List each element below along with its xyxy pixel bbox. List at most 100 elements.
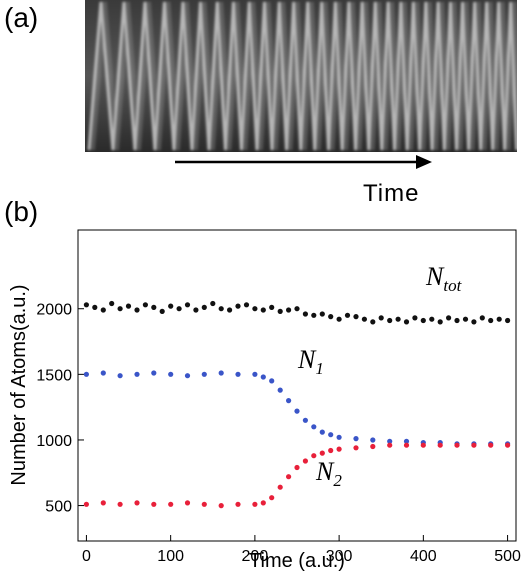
data-point xyxy=(370,319,376,325)
data-point xyxy=(227,307,233,313)
data-point xyxy=(429,316,435,322)
data-point xyxy=(269,378,275,384)
data-point xyxy=(294,464,300,471)
data-point xyxy=(269,495,275,501)
data-point xyxy=(286,398,292,404)
data-point xyxy=(319,311,325,317)
data-point xyxy=(252,306,258,312)
data-point xyxy=(437,442,443,448)
x-axis-title: Time (a.u.) xyxy=(249,550,345,572)
data-point xyxy=(243,302,250,308)
series-label-n_2: N2 xyxy=(315,457,342,490)
data-point xyxy=(311,312,317,318)
panel-a-label: (a) xyxy=(4,2,39,33)
data-point xyxy=(100,370,106,376)
time-kymograph-image xyxy=(85,0,517,152)
data-point xyxy=(134,500,140,506)
series-label-n_tot: Ntot xyxy=(425,262,463,295)
data-point xyxy=(218,370,224,376)
data-point xyxy=(336,316,342,322)
y-tick-label: 2000 xyxy=(36,302,72,319)
data-point xyxy=(109,300,115,307)
x-tick-label: 400 xyxy=(410,548,437,565)
data-point xyxy=(260,307,266,313)
data-point xyxy=(286,474,292,480)
series-n_tot xyxy=(83,300,511,325)
data-point xyxy=(403,442,410,448)
x-tick-label: 500 xyxy=(494,548,521,565)
series-label-n_1: N1 xyxy=(297,345,324,378)
data-point xyxy=(319,429,325,435)
data-point xyxy=(471,319,477,325)
data-point xyxy=(420,442,426,448)
data-point xyxy=(479,315,485,321)
data-point xyxy=(462,316,469,322)
data-point xyxy=(336,434,342,440)
data-point xyxy=(277,387,283,393)
data-point xyxy=(117,373,123,379)
atom-number-plot: 0 100 200 300 400 500 500 1000 1500 2000 Ntot N1 N… xyxy=(8,229,521,572)
x-tick-label: 200 xyxy=(242,548,269,565)
data-point xyxy=(361,316,367,322)
data-point xyxy=(454,442,460,448)
data-point xyxy=(235,371,241,377)
data-point xyxy=(184,500,191,506)
data-point xyxy=(252,501,258,507)
data-point xyxy=(117,501,123,507)
data-point xyxy=(83,371,89,377)
data-point xyxy=(403,438,410,444)
x-tick-label: 300 xyxy=(326,548,353,565)
data-point xyxy=(134,307,140,313)
data-point xyxy=(488,317,494,324)
data-point xyxy=(437,319,443,325)
data-point xyxy=(328,447,334,454)
data-point xyxy=(117,306,123,312)
data-point xyxy=(218,503,224,509)
data-point xyxy=(151,370,157,376)
data-point xyxy=(454,317,460,324)
data-point xyxy=(201,501,207,507)
data-point xyxy=(260,500,266,506)
y-tick-label: 1000 xyxy=(36,433,72,450)
data-point xyxy=(353,445,359,451)
data-point xyxy=(235,501,241,507)
data-point xyxy=(387,442,393,448)
series-n_2 xyxy=(83,442,511,509)
data-point xyxy=(168,371,174,377)
data-point xyxy=(201,304,207,310)
data-point xyxy=(387,317,393,324)
series-n_1 xyxy=(83,370,511,447)
data-point xyxy=(488,442,494,448)
data-point xyxy=(395,316,401,322)
data-point xyxy=(218,306,224,312)
data-point xyxy=(159,308,165,314)
data-point xyxy=(496,316,502,322)
data-point xyxy=(370,443,376,450)
data-point xyxy=(83,501,89,507)
data-point xyxy=(370,437,376,443)
data-point xyxy=(302,311,308,317)
data-point xyxy=(193,307,199,313)
data-point xyxy=(378,315,384,321)
data-point xyxy=(294,306,300,312)
data-point xyxy=(210,300,216,307)
data-point xyxy=(125,303,132,309)
y-axis-title: Number of Atoms(a.u.) xyxy=(8,284,30,485)
data-point xyxy=(151,501,157,507)
data-point xyxy=(387,438,393,444)
data-point xyxy=(328,314,334,320)
data-point xyxy=(505,442,511,448)
y-tick-label: 1500 xyxy=(36,367,72,384)
data-point xyxy=(151,304,157,310)
panel-b-label: (b) xyxy=(4,196,39,227)
data-point xyxy=(403,319,410,325)
data-point xyxy=(100,500,106,506)
data-point xyxy=(184,302,191,308)
data-point xyxy=(302,417,308,423)
data-point xyxy=(277,484,283,490)
x-tick-label: 100 xyxy=(157,548,184,565)
data-point xyxy=(134,371,140,377)
data-point xyxy=(92,304,98,310)
data-point xyxy=(201,371,207,377)
time-arrow-caption: Time xyxy=(363,180,420,207)
